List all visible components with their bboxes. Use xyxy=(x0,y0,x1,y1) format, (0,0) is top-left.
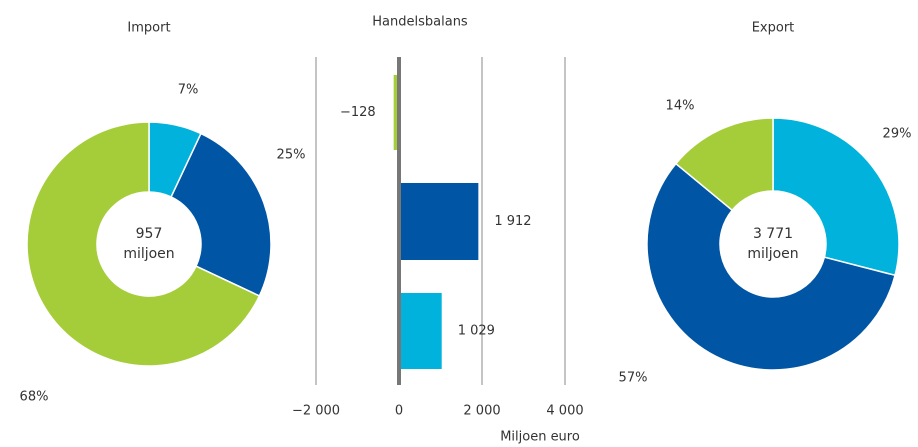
donut-slice xyxy=(674,117,774,212)
bar xyxy=(399,183,479,260)
slice-label: 14% xyxy=(666,99,695,114)
x-tick-label: −2 000 xyxy=(292,404,340,419)
bar-label: 1 912 xyxy=(494,214,531,229)
center-label: 957 xyxy=(136,226,163,242)
x-tick-label: 2 000 xyxy=(463,404,500,419)
donut-slice xyxy=(646,162,896,371)
bar xyxy=(393,75,399,150)
chart-title: Export xyxy=(752,21,795,36)
bar xyxy=(399,293,442,369)
donut-slice xyxy=(772,117,900,277)
x-tick-label: 0 xyxy=(395,404,403,419)
donut-slice xyxy=(170,132,272,297)
x-axis-label: Miljoen euro xyxy=(500,430,580,445)
x-tick-label: 4 000 xyxy=(546,404,583,419)
donut-slice xyxy=(26,121,261,367)
bar-label: 1 029 xyxy=(458,324,495,339)
center-label: miljoen xyxy=(747,246,798,262)
slice-label: 25% xyxy=(277,148,306,163)
bar-label: −128 xyxy=(340,105,376,120)
slice-label: 68% xyxy=(20,390,49,405)
slice-label: 57% xyxy=(619,371,648,386)
center-label: miljoen xyxy=(123,246,174,262)
chart-title: Handelsbalans xyxy=(372,15,468,30)
slice-label: 7% xyxy=(178,83,199,98)
center-label: 3 771 xyxy=(753,226,793,242)
chart-title: Import xyxy=(127,21,170,36)
slice-label: 29% xyxy=(883,127,912,142)
